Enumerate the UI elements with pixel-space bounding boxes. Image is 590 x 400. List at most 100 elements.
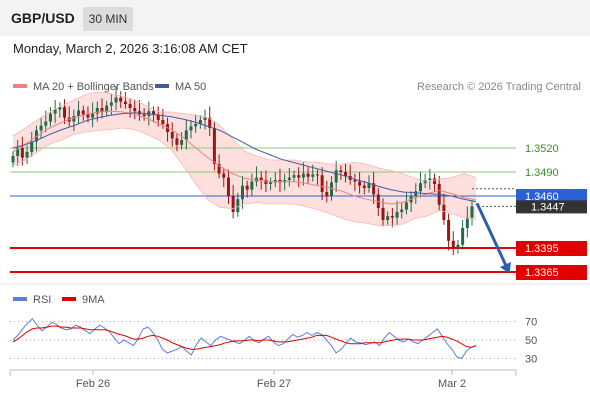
candle-body — [231, 196, 235, 212]
candle-body — [339, 170, 343, 172]
candle-body — [329, 182, 333, 196]
rsi-tick-70: 70 — [525, 317, 537, 329]
candle-body — [95, 108, 99, 114]
chart-panel: Monday, March 2, 2026 3:16:08 AM CET — [0, 36, 590, 400]
candle-body — [353, 180, 357, 182]
rsi-ma-line — [12, 325, 477, 350]
candle-body — [142, 114, 146, 116]
candle-body — [34, 130, 38, 142]
forecast-arrow-layer — [475, 202, 511, 274]
forecast-arrow-shaft — [475, 202, 510, 271]
candle-body — [39, 125, 43, 131]
candle-body — [203, 117, 207, 120]
chart-header: GBP/USD 30 MIN — [0, 0, 590, 36]
bollinger-legend-label: MA 20 + Bollinger Bands — [33, 81, 154, 93]
candle-body — [16, 148, 20, 156]
candle-body — [292, 175, 296, 178]
candle-body — [320, 175, 324, 192]
candle-body — [128, 104, 132, 108]
candle-body — [161, 120, 165, 124]
candle-body — [100, 108, 104, 112]
x-axis-ticks-layer: Feb 26 Feb 27 Mar 2 — [76, 370, 466, 390]
pivot-label: 1.3447 — [531, 201, 565, 213]
current-price-tag — [516, 189, 587, 204]
support-tag-1-3395 — [516, 241, 587, 256]
rsi-legend-label: RSI — [33, 294, 51, 306]
candle-body — [315, 174, 319, 176]
candle-body — [109, 102, 113, 106]
candle-body — [114, 97, 118, 103]
candle-body — [297, 175, 301, 178]
candle-body — [428, 178, 432, 180]
support-tag-1-3365 — [516, 265, 587, 280]
candle-body — [63, 107, 67, 118]
candle-body — [208, 117, 212, 128]
symbol-label: GBP/USD — [11, 10, 75, 26]
level-lines-layer — [10, 147, 516, 273]
candle-body — [156, 114, 160, 120]
pivot-tag — [516, 200, 587, 214]
candle-body — [217, 164, 221, 174]
bollinger-lower-line — [12, 127, 477, 227]
bollinger-upper-line — [12, 91, 477, 183]
candle-body — [259, 177, 263, 180]
rsi-pane-layer: 70 50 30 — [10, 317, 537, 366]
candle-body — [77, 110, 81, 116]
candle-body — [180, 140, 184, 145]
candle-body — [245, 185, 249, 190]
candle-body — [184, 130, 188, 140]
candle-body — [390, 216, 394, 218]
candle-body — [236, 199, 240, 212]
candle-body — [123, 101, 127, 104]
rsi-tick-30: 30 — [525, 354, 537, 366]
candle-body — [25, 152, 29, 158]
rsi-tick-50: 50 — [525, 335, 537, 347]
candle-body — [264, 180, 268, 184]
bollinger-band-fill — [13, 92, 476, 226]
candle-body — [372, 183, 376, 195]
candle-body — [470, 206, 474, 218]
candle-body — [58, 107, 62, 110]
candle-body — [404, 202, 408, 210]
candle-body — [30, 141, 34, 152]
candle-body — [395, 212, 399, 218]
x-tick-label-2: Mar 2 — [438, 378, 466, 390]
candle-body — [20, 148, 24, 158]
candle-body — [250, 181, 254, 190]
candle-body — [423, 180, 427, 184]
rsi-line — [12, 317, 477, 360]
candle-body — [170, 132, 174, 139]
credit-label: Research © 2026 Trading Central — [417, 81, 581, 93]
x-tick-label-1: Feb 27 — [257, 378, 291, 390]
candle-body — [400, 209, 404, 212]
bollinger-legend-swatch — [13, 84, 27, 88]
candle-body — [334, 170, 338, 183]
candle-body — [358, 181, 362, 186]
candle-body — [198, 120, 202, 124]
candle-body — [414, 191, 418, 196]
candle-body — [81, 110, 85, 115]
candle-body — [456, 244, 460, 248]
support-label-1-3365: 1.3365 — [525, 267, 559, 279]
candle-body — [301, 173, 305, 178]
candle-body — [212, 128, 216, 164]
timeframe-button[interactable]: 30 MIN — [83, 7, 133, 31]
forecast-arrow-head — [500, 262, 511, 274]
candle-body — [91, 113, 95, 118]
candle-body — [44, 121, 48, 126]
candle-body — [152, 111, 156, 115]
candle-body — [311, 174, 315, 177]
candle-body — [447, 220, 451, 241]
candle-body — [194, 124, 198, 127]
candle-body — [381, 208, 385, 220]
candle-body — [465, 217, 469, 228]
candle-body — [105, 105, 109, 112]
current-price-label: 1.3460 — [525, 191, 559, 203]
candle-body — [226, 177, 230, 196]
chart-datetime: Monday, March 2, 2026 3:16:08 AM CET — [13, 41, 248, 56]
candle-body — [367, 183, 371, 188]
candle-body — [11, 156, 15, 163]
resistance-label-1-3490: 1.3490 — [525, 167, 559, 179]
bollinger-band-layer — [13, 92, 476, 226]
